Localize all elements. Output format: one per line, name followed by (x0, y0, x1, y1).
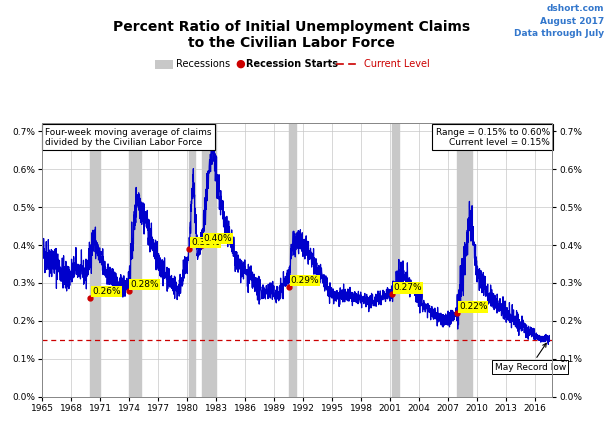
Text: dshort.com: dshort.com (546, 4, 604, 13)
Text: Percent Ratio of Initial Unemployment Claims: Percent Ratio of Initial Unemployment Cl… (113, 20, 470, 34)
Text: Data through July: Data through July (514, 29, 604, 38)
Text: to the Civilian Labor Force: to the Civilian Labor Force (188, 36, 395, 50)
Bar (129, 123, 141, 397)
Bar (189, 123, 195, 397)
Text: 0.28%: 0.28% (131, 280, 159, 289)
Bar (90, 123, 100, 397)
Text: August 2017: August 2017 (540, 17, 604, 26)
Text: 0.26%: 0.26% (92, 287, 121, 296)
Text: 0.27%: 0.27% (394, 284, 422, 292)
Text: Recession Starts: Recession Starts (246, 59, 338, 69)
Text: 0.29%: 0.29% (291, 276, 319, 285)
Bar (202, 123, 215, 397)
Bar (392, 123, 399, 397)
Text: Recessions: Recessions (176, 59, 230, 69)
Text: ●: ● (235, 59, 245, 69)
Text: 0.40%: 0.40% (204, 234, 232, 243)
Text: May Record low: May Record low (495, 343, 566, 372)
Bar (457, 123, 472, 397)
Text: Range = 0.15% to 0.60%
Current level = 0.15%: Range = 0.15% to 0.60% Current level = 0… (436, 127, 550, 147)
Text: 0.39%: 0.39% (191, 238, 220, 247)
Bar (289, 123, 296, 397)
Text: 0.22%: 0.22% (459, 303, 487, 311)
Text: Current Level: Current Level (364, 59, 430, 69)
Text: Four-week moving average of claims
divided by the Civilian Labor Force: Four-week moving average of claims divid… (45, 127, 211, 147)
